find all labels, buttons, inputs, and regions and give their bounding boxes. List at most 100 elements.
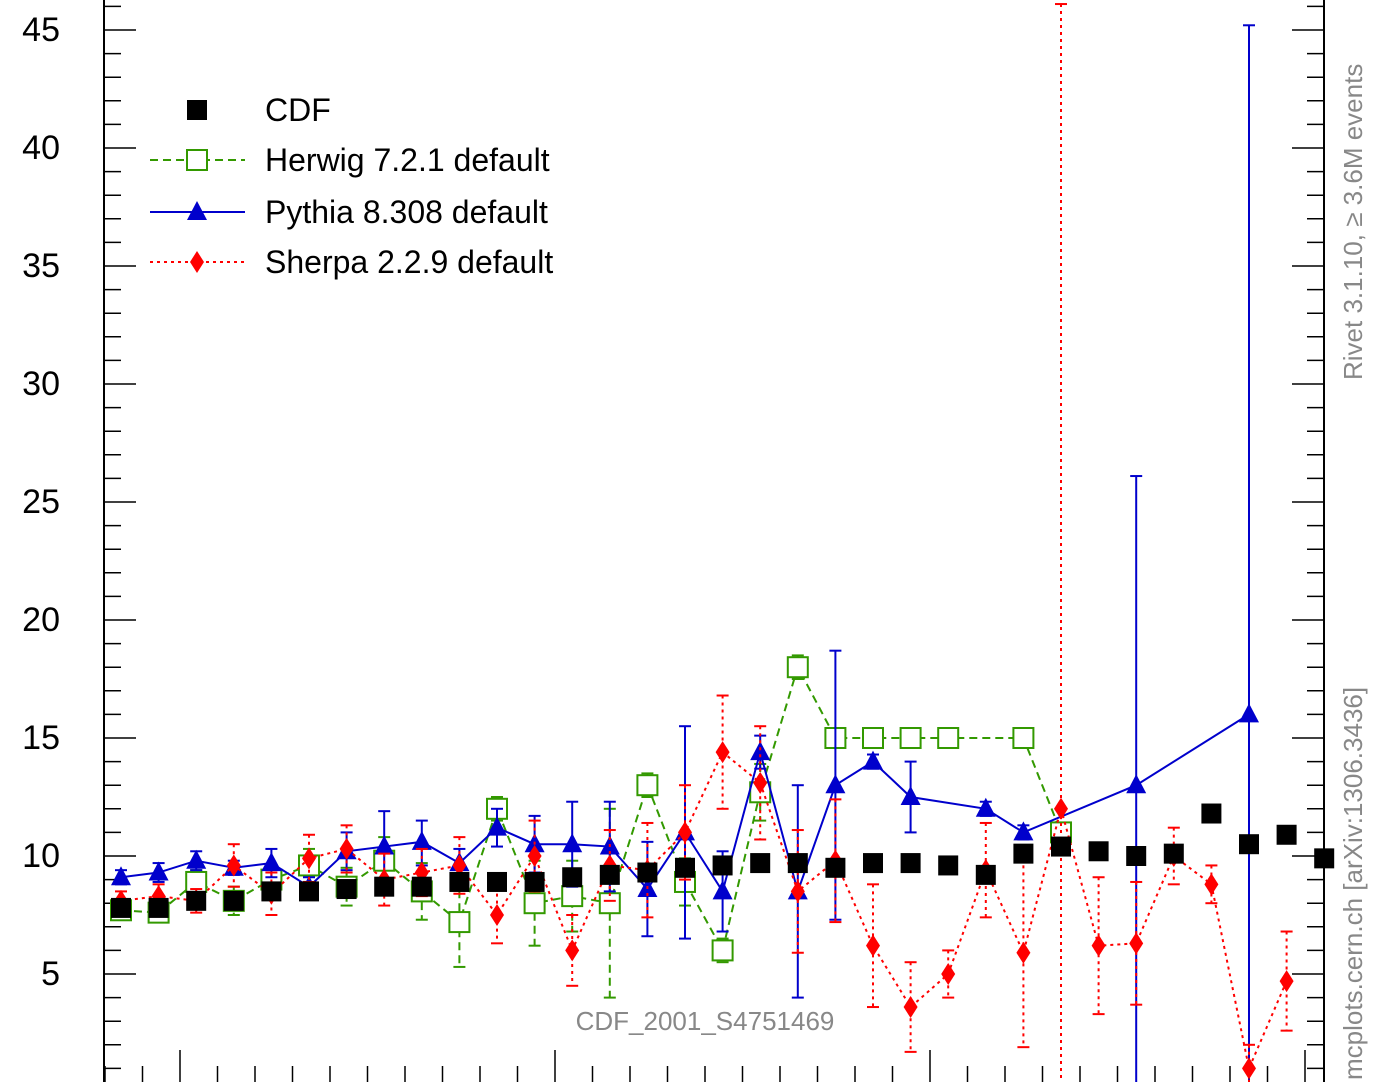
y-tick-label: 35 [22, 247, 60, 285]
data-point [1163, 843, 1184, 864]
data-point [1242, 1057, 1256, 1080]
legend-label: Pythia 8.308 default [265, 194, 548, 230]
data-point [527, 845, 542, 867]
data-point [148, 897, 169, 918]
data-point [1012, 727, 1035, 749]
data-point [226, 854, 241, 877]
data-point [750, 853, 771, 874]
data-point [1091, 934, 1106, 957]
data-point [374, 876, 395, 897]
data-point [186, 890, 207, 911]
data-point [825, 857, 846, 878]
data-point [825, 774, 846, 794]
data-point [712, 880, 733, 900]
data-point [148, 861, 169, 881]
data-point [411, 830, 432, 850]
data-point [1013, 843, 1034, 864]
series-cdf [111, 803, 1335, 918]
data-point [941, 963, 956, 985]
y-tick-label: 40 [22, 129, 60, 167]
data-point [899, 727, 922, 749]
data-point [299, 881, 319, 902]
legend-marker [187, 100, 207, 120]
data-point [302, 847, 316, 870]
data-point [1051, 836, 1071, 857]
legend-marker [187, 201, 207, 220]
data-point [975, 864, 996, 885]
legend-marker [190, 251, 204, 273]
data-point [449, 871, 470, 892]
y-tick-label: 20 [22, 601, 60, 639]
data-point [523, 892, 546, 915]
series-line [120, 750, 1288, 1072]
legend-entry: Sherpa 2.2.9 default [150, 244, 553, 280]
data-point [1201, 803, 1222, 824]
data-point [711, 939, 734, 962]
data-point [900, 786, 921, 805]
data-point [937, 727, 960, 749]
data-point [411, 876, 432, 897]
side-label-mcplots: mcplots.cern.ch [arXiv:1306.3436] [1338, 687, 1368, 1080]
data-point [787, 853, 808, 874]
data-point [790, 880, 805, 903]
legend-entry: Herwig 7.2.1 default [150, 142, 550, 178]
data-point [562, 833, 583, 853]
side-label-rivet: Rivet 3.1.10, ≥ 3.6M events [1338, 64, 1368, 380]
legend-entry: Pythia 8.308 default [150, 194, 548, 230]
data-point [490, 904, 504, 926]
y-tick-label: 30 [22, 365, 60, 403]
legend-label: CDF [265, 92, 331, 128]
data-point [599, 864, 620, 885]
series-pythia [111, 24, 1259, 1082]
y-tick-label: 15 [22, 719, 60, 757]
y-tick-label: 45 [22, 11, 60, 49]
data-point [339, 837, 354, 860]
data-point [223, 890, 244, 911]
data-point [1013, 821, 1034, 841]
data-point [261, 881, 282, 902]
legend: CDF Herwig 7.2.1 default Pythia 8.308 defa… [150, 92, 553, 280]
data-point [975, 797, 996, 817]
data-point [448, 911, 471, 934]
data-point [1126, 846, 1147, 866]
data-point [1314, 848, 1335, 869]
y-tick-label: 10 [22, 837, 60, 875]
series-line [120, 664, 1062, 954]
y-tick-label: 25 [22, 483, 60, 521]
legend-label: Herwig 7.2.1 default [265, 142, 550, 178]
axis-ticks: 5 10 15 20 25 30 35 40 45 [22, 5, 1324, 1082]
data-point [1129, 932, 1144, 955]
data-point [1276, 824, 1297, 845]
data-point [1239, 834, 1259, 855]
data-point [753, 771, 768, 794]
data-point [561, 885, 584, 908]
legend-entry: CDF [187, 92, 331, 128]
data-point [863, 853, 883, 874]
legend-marker [186, 149, 208, 171]
series-herwig [110, 654, 1072, 999]
data-point [1239, 703, 1259, 723]
data-point [598, 892, 621, 915]
data-point [675, 857, 695, 878]
data-point [336, 879, 357, 900]
data-point [487, 871, 507, 892]
data-point [715, 741, 730, 764]
data-point [712, 855, 733, 876]
data-point [374, 835, 395, 855]
data-point [186, 849, 207, 869]
data-point [1016, 941, 1031, 964]
data-point [452, 854, 467, 877]
data-point [261, 852, 282, 872]
data-point [786, 656, 809, 679]
data-point [863, 750, 883, 770]
data-point [866, 934, 880, 957]
data-point [1204, 873, 1219, 896]
data-point [1279, 970, 1294, 993]
data-point [903, 996, 918, 1019]
data-point [637, 862, 658, 883]
data-point [524, 871, 545, 892]
data-point [565, 939, 580, 962]
data-point [562, 867, 583, 888]
data-point [111, 897, 131, 918]
